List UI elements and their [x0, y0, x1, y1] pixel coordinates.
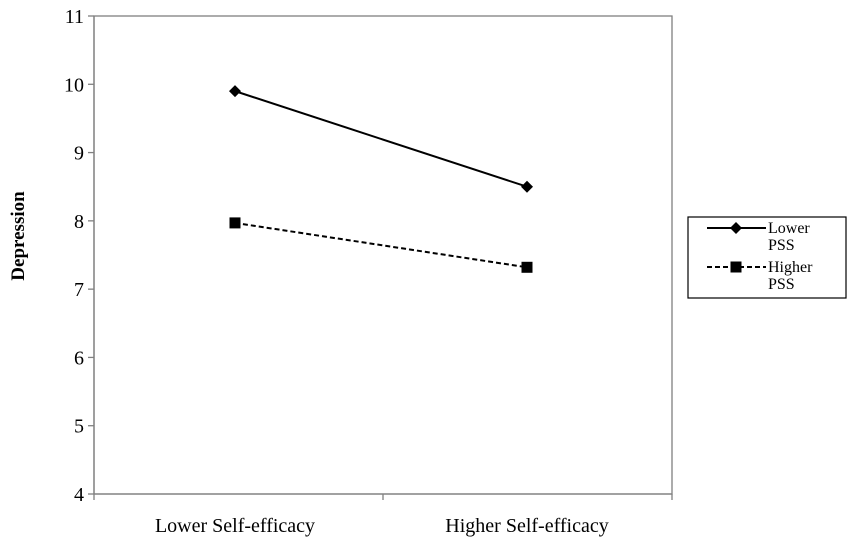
series-line [234, 90, 528, 188]
y-tick-label: 10 [64, 74, 84, 96]
series-1 [229, 85, 533, 193]
plot-area-frame [93, 15, 673, 495]
series-line [234, 221, 528, 269]
data-point [229, 85, 241, 98]
x-category-label: Lower Self-efficacy [155, 515, 315, 537]
legend: Lower PSS Higher PSS [687, 216, 847, 299]
series-2 [229, 217, 533, 273]
legend-label: Higher PSS [768, 259, 813, 293]
x-category-label: Higher Self-efficacy [445, 515, 608, 537]
legend-box [687, 216, 847, 299]
y-tick-label: 9 [74, 143, 84, 165]
data-point [229, 217, 241, 229]
legend-item: Higher PSS [707, 259, 813, 293]
y-tick-label: 4 [74, 484, 84, 506]
y-tick-label: 8 [74, 211, 84, 233]
legend-marker [730, 222, 742, 234]
legend-marker [730, 261, 742, 273]
y-tick-label: 7 [74, 279, 84, 301]
data-point [521, 180, 533, 193]
y-tick-label: 6 [74, 347, 84, 369]
y-tick-label: 11 [65, 6, 84, 28]
data-point [521, 261, 533, 273]
y-tick-label: 5 [74, 416, 84, 438]
legend-item: Lower PSS [707, 220, 810, 254]
y-axis-title: Depression [8, 191, 29, 281]
legend-label: Lower PSS [768, 220, 810, 254]
